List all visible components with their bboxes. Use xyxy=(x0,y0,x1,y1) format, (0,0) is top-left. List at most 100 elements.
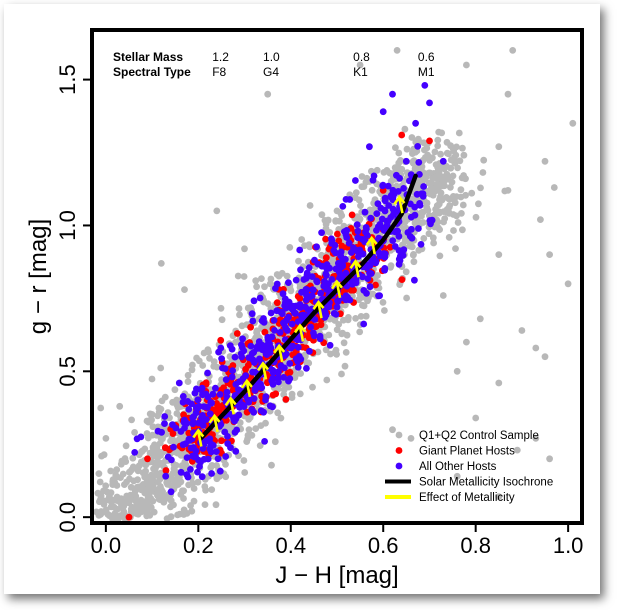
data-point xyxy=(346,191,354,199)
data-point xyxy=(307,323,314,331)
data-point xyxy=(357,202,364,210)
data-point xyxy=(280,386,288,394)
data-point xyxy=(163,479,171,486)
data-point xyxy=(355,296,363,304)
data-point xyxy=(332,311,340,318)
data-point xyxy=(275,272,283,280)
data-point xyxy=(368,186,376,194)
x-tick-label: 1.0 xyxy=(553,533,584,558)
x-tick-label: 0.8 xyxy=(460,533,491,558)
data-point xyxy=(194,468,201,476)
data-point xyxy=(207,400,215,407)
data-point xyxy=(433,180,441,188)
data-point xyxy=(208,470,216,477)
data-point xyxy=(348,211,356,219)
data-point xyxy=(354,234,362,242)
data-point xyxy=(190,485,198,492)
data-point xyxy=(241,469,249,476)
data-point xyxy=(441,215,449,223)
data-point xyxy=(194,396,202,404)
data-point xyxy=(183,419,191,427)
data-point xyxy=(429,174,437,182)
data-point xyxy=(286,375,294,383)
x-tick-label: 0.4 xyxy=(275,533,306,558)
data-point xyxy=(126,475,133,483)
data-point xyxy=(177,452,185,459)
data-point xyxy=(192,409,200,417)
data-point xyxy=(399,247,407,255)
data-point xyxy=(379,181,387,189)
metallicity-arrow xyxy=(330,279,343,298)
data-point xyxy=(232,381,240,388)
data-point xyxy=(322,346,330,354)
plot-border xyxy=(90,28,584,525)
data-point xyxy=(262,396,269,404)
data-point xyxy=(323,265,331,273)
data-point xyxy=(253,331,261,339)
data-point xyxy=(381,307,388,314)
data-point xyxy=(177,468,185,476)
y-tick-label: 0.5 xyxy=(55,356,80,387)
data-point xyxy=(185,406,193,413)
data-point xyxy=(322,254,330,261)
data-point xyxy=(217,336,225,344)
data-point xyxy=(303,365,310,372)
data-point xyxy=(250,297,258,305)
data-point xyxy=(365,261,372,269)
data-point xyxy=(313,243,320,251)
data-point xyxy=(267,309,275,317)
data-point xyxy=(532,435,540,442)
data-point xyxy=(157,434,165,442)
data-point xyxy=(256,442,264,449)
data-point xyxy=(276,328,284,336)
data-point xyxy=(303,271,311,279)
data-point xyxy=(218,355,226,362)
data-point xyxy=(222,376,230,383)
data-point xyxy=(372,259,380,267)
data-point xyxy=(294,344,302,351)
points-layer xyxy=(93,47,577,523)
data-point xyxy=(546,455,553,463)
data-point xyxy=(256,355,263,363)
spectral-type-label: Spectral Type xyxy=(113,65,191,79)
data-point xyxy=(212,501,220,509)
data-point xyxy=(292,276,300,284)
data-point xyxy=(213,448,220,455)
data-point xyxy=(116,402,124,410)
data-point xyxy=(387,262,395,269)
data-point xyxy=(275,374,282,382)
data-point xyxy=(333,303,341,311)
data-point xyxy=(415,159,423,166)
data-point xyxy=(264,341,271,349)
data-point xyxy=(306,202,314,209)
data-point xyxy=(137,433,145,441)
data-point xyxy=(218,316,226,324)
data-point xyxy=(142,501,150,508)
data-point xyxy=(393,47,401,54)
data-point xyxy=(221,365,229,372)
data-point xyxy=(451,199,459,207)
data-point xyxy=(389,426,396,434)
data-point xyxy=(294,318,302,325)
data-point xyxy=(412,164,419,172)
data-point xyxy=(207,440,215,448)
data-point xyxy=(423,199,431,207)
data-point xyxy=(137,458,145,466)
data-point xyxy=(335,237,343,245)
data-point xyxy=(452,245,459,253)
data-point xyxy=(342,296,350,304)
data-point xyxy=(228,373,236,381)
data-point xyxy=(161,444,169,452)
data-point xyxy=(421,82,429,89)
spectral-type-value: K1 xyxy=(353,65,368,79)
data-point xyxy=(443,138,451,146)
data-point xyxy=(302,296,310,304)
data-point xyxy=(426,156,433,164)
data-point xyxy=(170,482,178,489)
data-point xyxy=(214,402,222,410)
data-point xyxy=(252,425,260,432)
data-point xyxy=(146,482,153,490)
data-point xyxy=(396,174,403,182)
data-point xyxy=(339,329,346,337)
x-axis-ticks: 0.0 0.2 0.4 0.6 0.8 1.0 xyxy=(91,523,584,558)
